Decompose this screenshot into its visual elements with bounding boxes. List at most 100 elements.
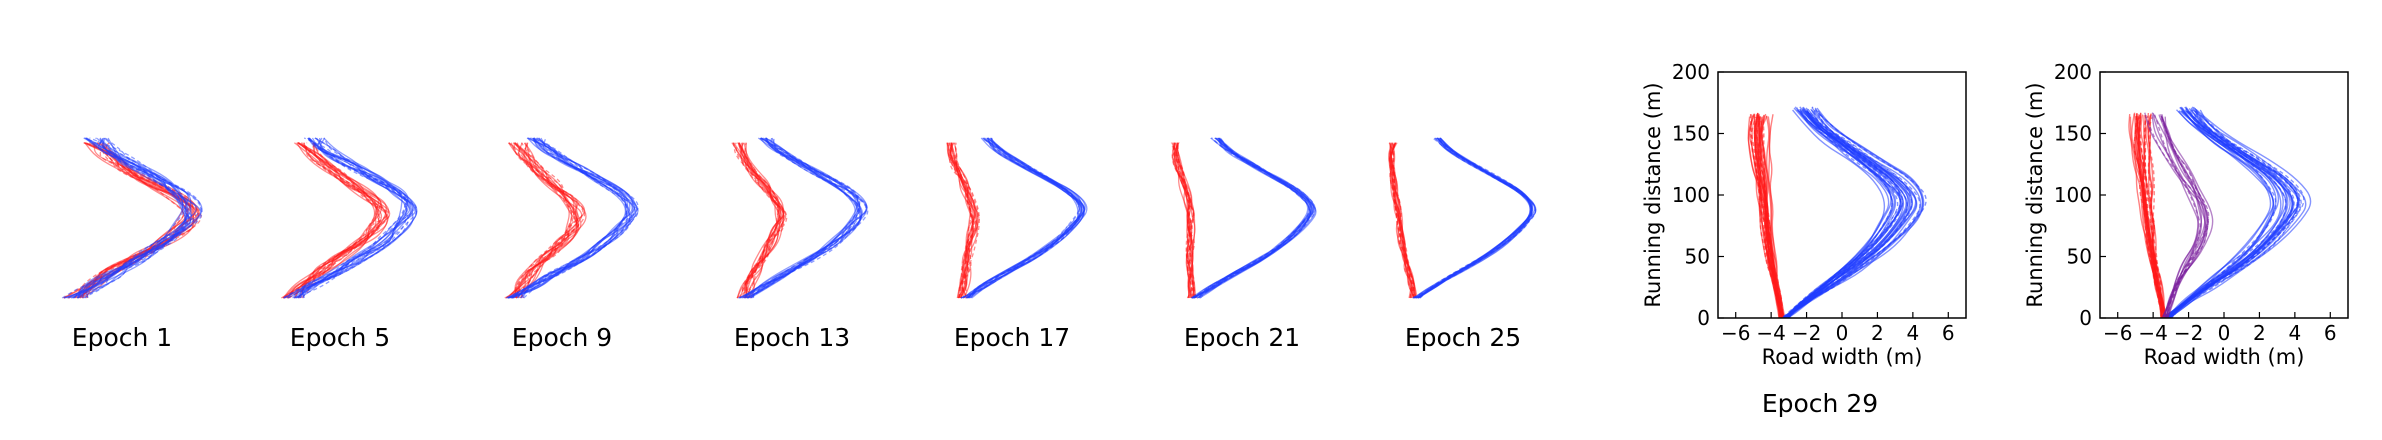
trajectory-line (1191, 137, 1309, 299)
x-tick-label: 6 (2324, 321, 2337, 345)
trajectory-line (63, 142, 198, 299)
trajectory-line (947, 142, 980, 299)
trajectory-line (1419, 137, 1533, 299)
trajectory-line (1417, 137, 1533, 299)
trajectory-line (1783, 107, 1924, 318)
trajectory-line (1784, 110, 1913, 318)
x-tick-label: −4 (2138, 321, 2167, 345)
y-tick-label: 0 (2079, 306, 2092, 330)
trajectory-line (751, 137, 860, 299)
trajectory-line (1199, 137, 1310, 299)
trajectory-line (61, 137, 187, 299)
trajectory-line (1415, 137, 1537, 299)
trajectory-line (966, 137, 1083, 299)
x-tick-label: 4 (1906, 321, 1919, 345)
trajectory-line (967, 137, 1080, 299)
caption-epoch-1: Epoch 1 (72, 323, 172, 352)
trajectory-line (2164, 110, 2299, 318)
trajectory-line (739, 137, 859, 299)
trajectory-line (1193, 137, 1315, 299)
trajectory-line (1391, 142, 1418, 299)
trajectory-line (1415, 137, 1533, 299)
trajectory-line (282, 142, 378, 299)
trajectory-line (746, 137, 862, 299)
y-tick-label: 150 (2054, 122, 2092, 146)
trajectory-line (282, 142, 380, 299)
trajectory-line (1417, 137, 1536, 299)
trajectory-line (1196, 137, 1313, 299)
trajectory-line (508, 142, 587, 299)
x-tick-label: −4 (1756, 321, 1785, 345)
x-tick-label: −6 (1721, 321, 1750, 345)
caption-epoch-29: Epoch 29 (1762, 389, 1878, 418)
trajectory-line (1419, 137, 1533, 299)
trajectory-line (968, 137, 1085, 299)
caption-epoch-9: Epoch 9 (512, 323, 612, 352)
epoch-thumbnail (61, 137, 203, 299)
trajectory-line (1755, 114, 1784, 318)
trajectory-line (2164, 109, 2299, 318)
trajectory-line (960, 137, 1084, 299)
x-tick-label: 0 (2218, 321, 2231, 345)
trajectory-line (967, 137, 1080, 299)
trajectory-line (749, 137, 861, 299)
trajectory-line (505, 142, 580, 299)
trajectory-line (1198, 137, 1316, 299)
trajectory-line (287, 137, 418, 299)
trajectory-line (2169, 109, 2295, 317)
y-tick-label: 50 (2067, 245, 2092, 269)
trajectory-line (1414, 137, 1536, 299)
caption-epoch-13: Epoch 13 (734, 323, 850, 352)
trajectory-line (752, 137, 861, 299)
trajectory-line (747, 137, 868, 299)
trajectory-line (68, 137, 191, 299)
trajectory-line (1198, 137, 1316, 299)
trajectory-line (962, 137, 1086, 299)
y-tick-label: 150 (1672, 122, 1710, 146)
trajectory-line (2144, 114, 2164, 318)
trajectory-line (1747, 116, 1784, 318)
y-tick-label: 200 (1672, 60, 1710, 84)
trajectory-line (2169, 110, 2277, 318)
trajectory-line (731, 142, 782, 299)
trajectory-line (1761, 115, 1784, 318)
trajectory-line (965, 137, 1083, 299)
trajectory-line (73, 137, 187, 299)
trajectory-lines (1747, 106, 1927, 318)
y-tick-label: 200 (2054, 60, 2092, 84)
trajectory-line (967, 137, 1085, 299)
trajectory-lines (2128, 106, 2312, 318)
y-axis-label: Running distance (m) (1641, 82, 1665, 307)
trajectory-line (746, 137, 869, 299)
trajectory-line (296, 137, 409, 299)
trajectory-line (969, 137, 1085, 299)
y-tick-label: 100 (1672, 183, 1710, 207)
trajectory-line (1786, 110, 1890, 318)
x-tick-label: −2 (2174, 321, 2203, 345)
trajectory-line (946, 142, 978, 299)
x-tick-label: 2 (1871, 321, 1884, 345)
trajectory-line (72, 137, 203, 299)
trajectory-line (1785, 107, 1908, 318)
trajectory-line (2169, 110, 2295, 318)
caption-epoch-17: Epoch 17 (954, 323, 1070, 352)
x-tick-label: 6 (1942, 321, 1955, 345)
y-tick-label: 0 (1697, 306, 1710, 330)
trajectory-line (2147, 114, 2162, 318)
x-axis-label: Road width (m) (1762, 345, 1923, 369)
trajectory-line (1415, 137, 1537, 299)
epoch-thumbnails (61, 137, 1537, 299)
trajectory-line (1413, 137, 1533, 299)
caption-epoch-25: Epoch 25 (1405, 323, 1521, 352)
trajectory-line (947, 142, 974, 299)
trajectory-line (747, 137, 863, 299)
trajectory-line (1782, 106, 1918, 318)
epoch-thumbnail (1170, 137, 1317, 299)
x-axis-label: Road width (m) (2144, 345, 2305, 369)
x-tick-label: 4 (2288, 321, 2301, 345)
trajectory-line (76, 137, 202, 299)
trajectory-line (283, 142, 383, 299)
trajectory-line (970, 137, 1088, 299)
